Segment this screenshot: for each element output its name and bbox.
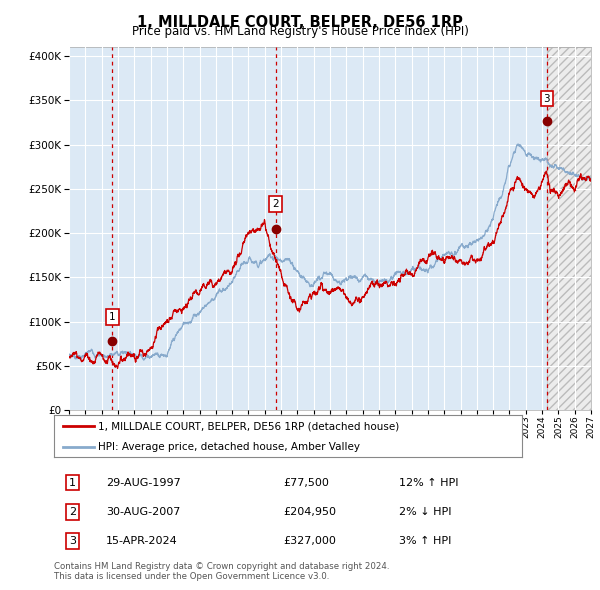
Text: Contains HM Land Registry data © Crown copyright and database right 2024.: Contains HM Land Registry data © Crown c… <box>54 562 389 571</box>
Text: 3% ↑ HPI: 3% ↑ HPI <box>398 536 451 546</box>
Text: 1, MILLDALE COURT, BELPER, DE56 1RP: 1, MILLDALE COURT, BELPER, DE56 1RP <box>137 15 463 30</box>
Text: 15-APR-2024: 15-APR-2024 <box>106 536 178 546</box>
Text: £204,950: £204,950 <box>284 507 337 517</box>
Text: 1: 1 <box>69 477 76 487</box>
Bar <box>547 47 591 410</box>
Text: 29-AUG-1997: 29-AUG-1997 <box>106 477 181 487</box>
Text: HPI: Average price, detached house, Amber Valley: HPI: Average price, detached house, Ambe… <box>98 442 361 451</box>
Text: 1: 1 <box>109 312 116 322</box>
Text: This data is licensed under the Open Government Licence v3.0.: This data is licensed under the Open Gov… <box>54 572 329 581</box>
Text: 2: 2 <box>272 199 279 209</box>
Text: 30-AUG-2007: 30-AUG-2007 <box>106 507 181 517</box>
Text: 2: 2 <box>69 507 76 517</box>
Bar <box>547 47 591 410</box>
Text: £77,500: £77,500 <box>284 477 329 487</box>
Text: Price paid vs. HM Land Registry's House Price Index (HPI): Price paid vs. HM Land Registry's House … <box>131 25 469 38</box>
Text: 3: 3 <box>69 536 76 546</box>
Bar <box>69 47 547 410</box>
Text: 12% ↑ HPI: 12% ↑ HPI <box>398 477 458 487</box>
Text: £327,000: £327,000 <box>284 536 337 546</box>
Text: 3: 3 <box>544 94 550 103</box>
Text: 2% ↓ HPI: 2% ↓ HPI <box>398 507 451 517</box>
Text: 1, MILLDALE COURT, BELPER, DE56 1RP (detached house): 1, MILLDALE COURT, BELPER, DE56 1RP (det… <box>98 421 400 431</box>
